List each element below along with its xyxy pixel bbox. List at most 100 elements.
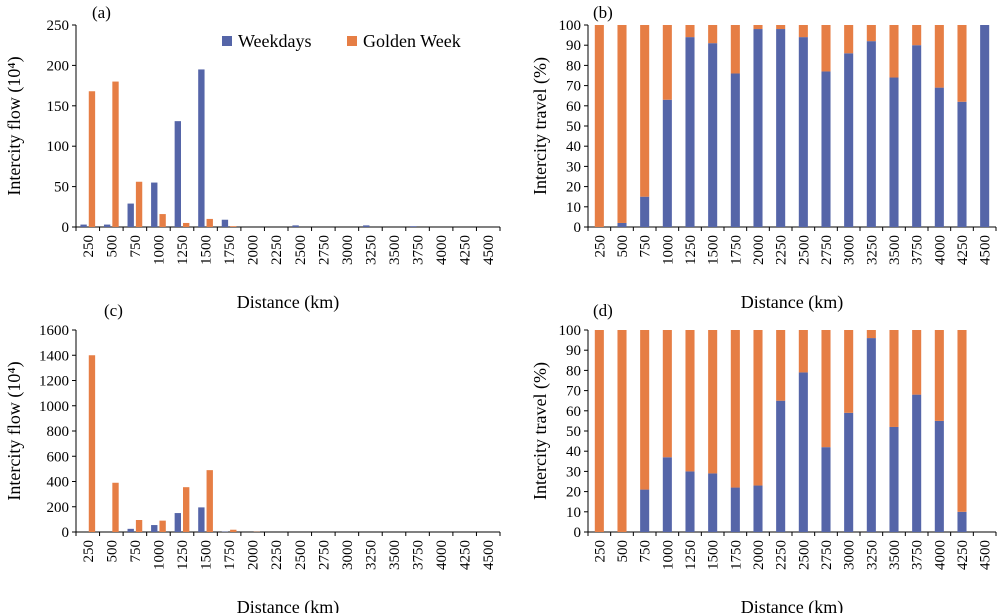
- bar-golden-week: [730, 25, 740, 74]
- bar-weekdays: [151, 525, 158, 532]
- x-tick-label: 1750: [222, 540, 238, 570]
- bar-golden-week: [708, 25, 718, 44]
- x-tick-label: 4250: [955, 540, 971, 570]
- x-tick-label: 500: [615, 540, 631, 563]
- bar-weekdays: [708, 43, 718, 228]
- bar-weekdays: [753, 29, 763, 228]
- x-tick-label: 2250: [774, 235, 790, 265]
- bar-golden-week: [230, 226, 237, 227]
- bar-weekdays: [889, 426, 899, 532]
- bar-golden-week: [159, 214, 166, 227]
- y-tick-label: 80: [566, 58, 581, 74]
- y-tick-label: 60: [566, 99, 581, 115]
- y-tick-label: 90: [566, 343, 581, 359]
- x-tick-label: 2500: [796, 235, 812, 265]
- y-tick-label: 0: [574, 525, 582, 541]
- bar-weekdays: [198, 69, 205, 227]
- y-tick-label: 1200: [39, 374, 69, 390]
- x-tick-label: 2500: [293, 540, 309, 570]
- x-tick-label: 1500: [199, 235, 215, 265]
- x-tick-label: 4500: [481, 235, 497, 265]
- bar-golden-week: [112, 482, 119, 532]
- bar-golden-week: [159, 520, 166, 532]
- x-tick-label: 1500: [199, 540, 215, 570]
- bar-weekdays: [363, 225, 370, 227]
- y-tick-label: 1600: [39, 323, 69, 339]
- y-tick-label: 20: [566, 180, 581, 196]
- bar-golden-week: [866, 330, 876, 339]
- x-axis-title: Distance (km): [741, 292, 843, 313]
- bar-weekdays: [866, 41, 876, 227]
- bar-weekdays: [617, 222, 627, 227]
- y-tick-label: 20: [566, 485, 581, 501]
- x-tick-label: 2000: [246, 540, 262, 570]
- x-tick-label: 500: [104, 235, 120, 258]
- x-tick-label: 4000: [932, 235, 948, 265]
- x-tick-label: 1500: [706, 235, 722, 265]
- bar-weekdays: [980, 25, 990, 227]
- y-tick-label: 400: [47, 475, 70, 491]
- x-tick-label: 750: [128, 235, 144, 258]
- x-tick-label: 3750: [910, 235, 926, 265]
- x-tick-label: 4000: [434, 540, 450, 570]
- bar-golden-week: [934, 25, 944, 88]
- bar-weekdays: [127, 203, 134, 227]
- y-tick-label: 50: [566, 119, 581, 135]
- x-tick-label: 1750: [728, 540, 744, 570]
- x-tick-label: 250: [592, 235, 608, 258]
- bar-golden-week: [640, 330, 650, 490]
- bar-golden-week: [730, 330, 740, 488]
- bar-golden-week: [112, 81, 119, 227]
- bar-weekdays: [640, 489, 650, 532]
- y-tick-label: 100: [559, 323, 582, 339]
- y-tick-label: 70: [566, 384, 581, 400]
- x-tick-label: 3250: [363, 540, 379, 570]
- y-tick-label: 800: [47, 424, 70, 440]
- x-tick-label: 4500: [481, 540, 497, 570]
- bar-golden-week: [798, 330, 808, 373]
- bar-golden-week: [708, 330, 718, 474]
- bar-weekdays: [912, 394, 922, 532]
- x-tick-label: 4500: [978, 540, 994, 570]
- y-tick-label: 200: [47, 58, 70, 74]
- y-tick-label: 30: [566, 159, 581, 175]
- bar-golden-week: [821, 25, 831, 72]
- y-tick-label: 10: [566, 200, 581, 216]
- bar-weekdays: [80, 224, 87, 227]
- x-axis-title: Distance (km): [741, 597, 843, 613]
- y-tick-label: 80: [566, 363, 581, 379]
- bar-weekdays: [730, 73, 740, 227]
- y-tick-label: 40: [566, 139, 581, 155]
- y-tick-label: 90: [566, 38, 581, 54]
- x-tick-label: 750: [638, 235, 654, 258]
- y-axis-title: Intercity flow (10⁴): [4, 361, 25, 500]
- x-tick-label: 2750: [316, 235, 332, 265]
- bar-golden-week: [685, 25, 695, 38]
- bar-golden-week: [662, 330, 672, 458]
- bar-golden-week: [957, 330, 967, 512]
- y-tick-label: 50: [54, 180, 69, 196]
- bar-weekdays: [912, 45, 922, 228]
- y-axis-title: Intercity travel (%): [530, 362, 551, 500]
- x-tick-label: 2000: [246, 235, 262, 265]
- bar-weekdays: [174, 513, 181, 532]
- bar-golden-week: [88, 355, 96, 532]
- bar-weekdays: [866, 338, 876, 532]
- x-tick-label: 3500: [887, 540, 903, 570]
- bar-golden-week: [594, 330, 604, 532]
- bar-weekdays: [934, 420, 944, 532]
- bar-golden-week: [776, 330, 786, 401]
- bar-weekdays: [889, 77, 899, 228]
- x-tick-label: 3250: [363, 235, 379, 265]
- x-tick-label: 2750: [316, 540, 332, 570]
- bar-golden-week: [640, 25, 650, 197]
- bar-weekdays: [174, 121, 181, 227]
- bar-golden-week: [912, 330, 922, 395]
- bar-weekdays: [844, 412, 854, 532]
- y-tick-label: 0: [62, 525, 70, 541]
- bar-golden-week: [594, 25, 604, 227]
- x-tick-label: 1000: [151, 235, 167, 265]
- x-tick-label: 250: [592, 540, 608, 563]
- bar-golden-week: [662, 25, 672, 100]
- x-tick-label: 2750: [819, 540, 835, 570]
